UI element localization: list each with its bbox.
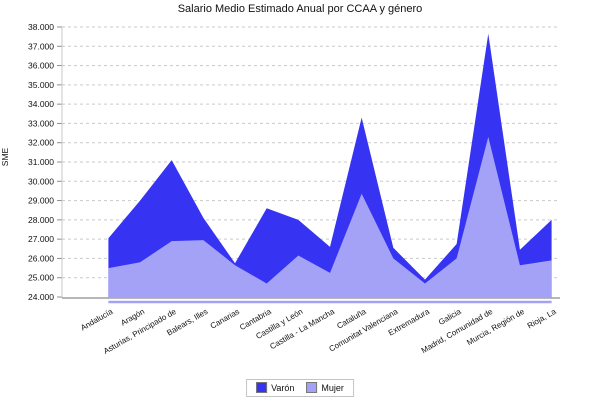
x-category-label: Andalucía	[79, 307, 115, 333]
y-tick-label: 34.000	[28, 99, 54, 109]
mujer-swatch-icon	[306, 382, 318, 393]
legend-label-varon: Varón	[271, 382, 295, 393]
y-tick-label: 33.000	[28, 118, 54, 128]
y-tick-label: 25.000	[28, 273, 54, 283]
y-axis-title: SME	[0, 147, 11, 167]
y-tick-label: 27.000	[28, 234, 54, 244]
x-category-label: Murcia, Región de	[465, 307, 526, 348]
y-tick-label: 28.000	[28, 215, 54, 225]
chart-title: Salario Medio Estimado Anual por CCAA y …	[177, 3, 423, 15]
y-tick-label: 30.000	[28, 176, 54, 186]
legend: Varón Mujer	[246, 379, 354, 397]
legend-item-mujer: Mujer	[306, 382, 344, 393]
y-tick-label: 37.000	[28, 41, 54, 51]
y-tick-label: 29.000	[28, 196, 54, 206]
x-category-label: Rioja, La	[526, 307, 558, 331]
y-tick-label: 35.000	[28, 80, 54, 90]
x-category-label: Canarias	[209, 307, 241, 331]
legend-label-mujer: Mujer	[321, 382, 344, 393]
y-tick-label: 32.000	[28, 138, 54, 148]
y-tick-label: 38.000	[28, 22, 54, 32]
y-tick-label: 24.000	[28, 292, 54, 302]
legend-item-varon: Varón	[256, 382, 294, 393]
mujer-area-series	[108, 136, 552, 298]
y-tick-label: 26.000	[28, 253, 54, 263]
y-tick-label: 31.000	[28, 157, 54, 167]
varon-swatch-icon	[256, 382, 268, 393]
y-tick-label: 36.000	[28, 61, 54, 71]
